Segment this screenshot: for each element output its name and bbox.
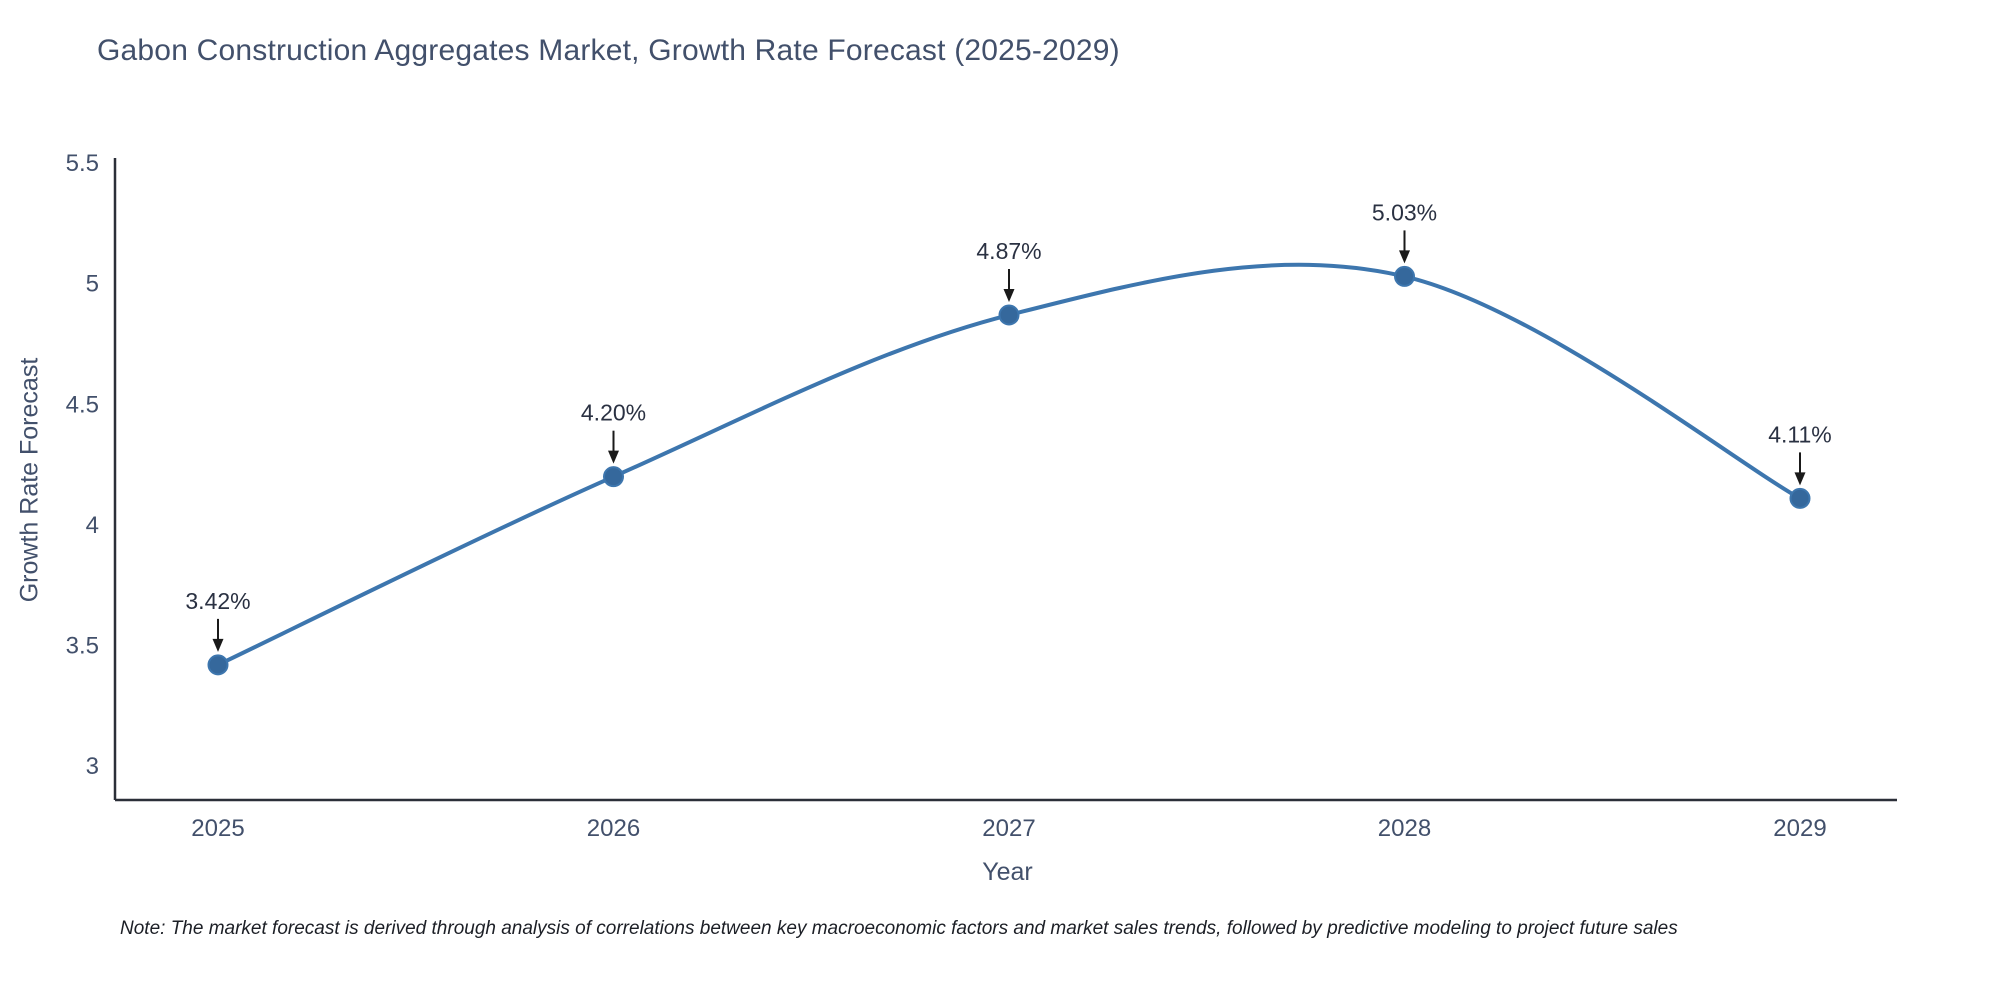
annotation-arrowhead xyxy=(1399,250,1410,264)
annotation-arrowhead xyxy=(1794,472,1806,486)
point-value-label: 4.87% xyxy=(976,238,1041,264)
chart-title: Gabon Construction Aggregates Market, Gr… xyxy=(97,34,1120,67)
x-tick-label: 2026 xyxy=(587,815,640,842)
y-tick-label: 3.5 xyxy=(66,633,99,660)
data-point-2029[interactable] xyxy=(1789,487,1811,509)
annotation-arrowhead xyxy=(212,638,224,652)
annotation-arrowhead xyxy=(608,450,619,464)
data-point-2025[interactable] xyxy=(207,654,229,676)
x-tick-label: 2029 xyxy=(1773,815,1826,842)
point-value-label: 4.11% xyxy=(1768,421,1832,447)
y-tick-label: 4 xyxy=(86,512,99,539)
x-tick-label: 2028 xyxy=(1378,815,1431,842)
y-tick-label: 4.5 xyxy=(66,391,99,418)
annotation-arrowhead xyxy=(1003,289,1015,303)
x-tick-label: 2027 xyxy=(982,815,1035,842)
y-tick-label: 5.5 xyxy=(66,150,99,177)
data-point-2027[interactable] xyxy=(998,304,1020,326)
x-axis-title: Year xyxy=(982,858,1033,886)
data-point-2028[interactable] xyxy=(1394,265,1415,287)
point-value-label: 4.20% xyxy=(581,400,646,426)
y-tick-label: 5 xyxy=(86,271,99,298)
point-value-label: 5.03% xyxy=(1372,199,1437,225)
point-value-label: 3.42% xyxy=(185,588,250,614)
x-tick-label: 2025 xyxy=(191,815,244,842)
forecast-methodology-note: Note: The market forecast is derived thr… xyxy=(120,918,1678,939)
y-tick-label: 3 xyxy=(86,753,99,780)
data-point-2026[interactable] xyxy=(603,466,624,488)
